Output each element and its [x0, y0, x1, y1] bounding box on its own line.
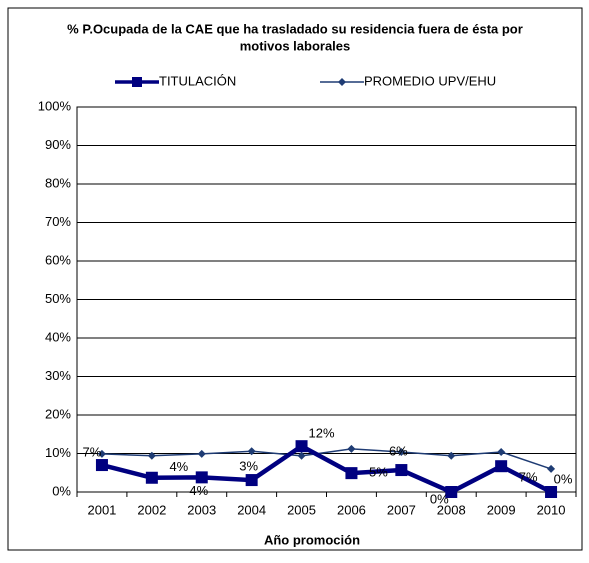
- point: [347, 444, 356, 453]
- data-label: 4%: [189, 483, 208, 498]
- point: [495, 460, 508, 473]
- data-label: 5%: [369, 465, 388, 480]
- y-tick-label: 50%: [45, 291, 71, 306]
- x-tick-label: 2004: [237, 502, 266, 517]
- data-label: 0%: [430, 491, 449, 506]
- point: [245, 474, 258, 487]
- legend-marker: [132, 77, 142, 87]
- legend-marker: [338, 78, 346, 86]
- x-tick-label: 2002: [137, 502, 166, 517]
- point: [545, 486, 558, 498]
- y-tick-label: 0%: [52, 483, 71, 498]
- x-axis-title: Año promoción: [264, 532, 360, 547]
- data-label: 12%: [309, 426, 335, 441]
- point: [147, 451, 156, 460]
- point: [547, 464, 556, 473]
- x-tick-label: 2003: [187, 502, 216, 517]
- chart-title: motivos laborales: [240, 38, 351, 53]
- legend-label: TITULACIÓN: [159, 73, 236, 88]
- point: [95, 459, 108, 472]
- y-tick-label: 40%: [45, 329, 71, 344]
- x-tick-label: 2010: [537, 502, 566, 517]
- chart-title: % P.Ocupada de la CAE que ha trasladado …: [67, 21, 523, 36]
- point: [295, 440, 308, 453]
- y-tick-label: 30%: [45, 368, 71, 383]
- point: [397, 447, 406, 456]
- x-tick-label: 2008: [437, 502, 466, 517]
- point: [395, 464, 408, 477]
- point: [345, 467, 358, 480]
- data-label: 6%: [389, 443, 408, 458]
- y-tick-label: 80%: [45, 175, 71, 190]
- y-tick-label: 70%: [45, 214, 71, 229]
- series-line: [101, 448, 552, 470]
- x-tick-label: 2006: [337, 502, 366, 517]
- y-tick-label: 20%: [45, 406, 71, 421]
- y-tick-label: 90%: [45, 137, 71, 152]
- data-label: 7%: [83, 444, 102, 459]
- point: [445, 486, 458, 498]
- point: [497, 447, 506, 456]
- point: [97, 449, 106, 458]
- y-tick-label: 60%: [45, 252, 71, 267]
- point: [247, 447, 256, 456]
- point: [197, 449, 206, 458]
- data-label: 3%: [239, 459, 258, 474]
- data-label: 4%: [169, 459, 188, 474]
- legend-label: PROMEDIO UPV/EHU: [364, 73, 496, 88]
- point: [145, 471, 158, 484]
- x-tick-label: 2001: [87, 502, 116, 517]
- series-line: [101, 443, 553, 495]
- y-tick-label: 100%: [38, 98, 72, 113]
- data-label: 7%: [519, 470, 538, 485]
- x-tick-label: 2009: [487, 502, 516, 517]
- point: [195, 471, 208, 484]
- data-label: 0%: [554, 471, 573, 486]
- x-tick-label: 2007: [387, 502, 416, 517]
- point: [297, 451, 306, 460]
- x-tick-label: 2005: [287, 502, 316, 517]
- y-tick-label: 10%: [45, 445, 71, 460]
- point: [447, 451, 456, 460]
